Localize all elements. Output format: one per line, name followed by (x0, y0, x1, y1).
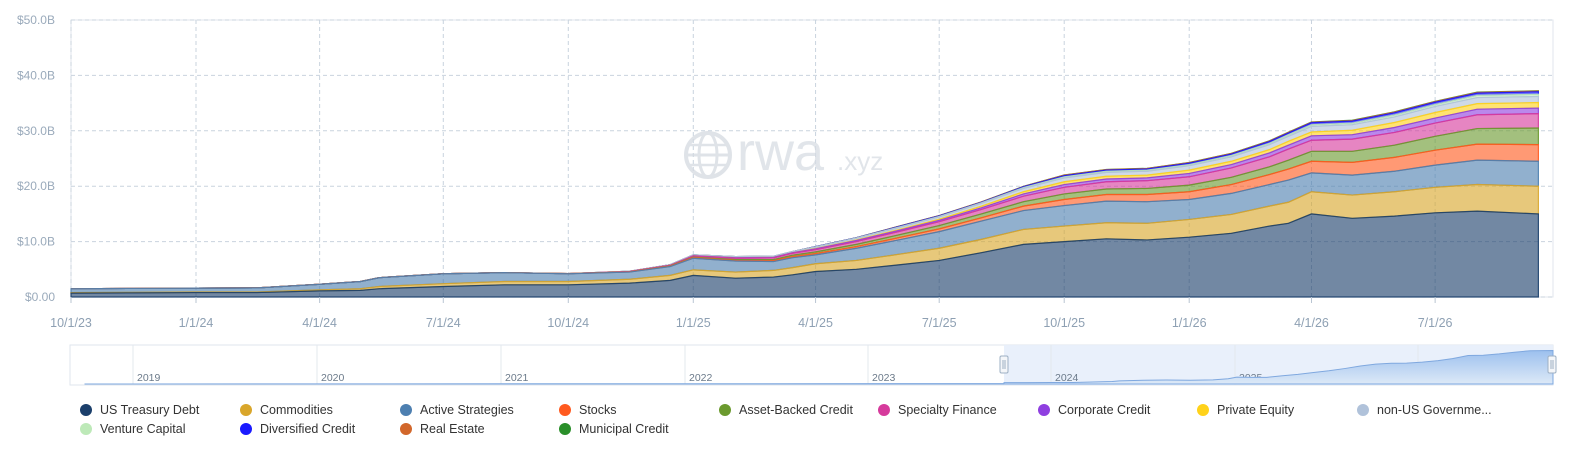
legend-item-private-equity[interactable]: Private Equity (1197, 403, 1294, 417)
series-area-us-treasury-debt[interactable] (70, 210, 1539, 298)
legend-marker (719, 404, 731, 416)
x-tick-label: 4/1/24 (302, 316, 337, 330)
legend-label: non-US Governme... (1377, 403, 1492, 417)
x-tick-label: 10/1/25 (1043, 316, 1085, 330)
legend-label: Specialty Finance (898, 403, 997, 417)
x-axis: 10/1/23 1/1/24 4/1/24 7/1/24 10/1/24 1/1/25 4/… (50, 297, 1453, 330)
navigator-year-label: 2024 (1055, 372, 1079, 384)
legend-label: Active Strategies (420, 403, 514, 417)
navigator-series (84, 349, 1554, 385)
x-tick-label: 1/1/25 (676, 316, 711, 330)
legend-marker (1357, 404, 1369, 416)
legend-marker (400, 404, 412, 416)
legend-marker (240, 423, 252, 435)
legend-item-non-us-government-debt[interactable]: non-US Governme... (1357, 403, 1492, 417)
stacked-areas (70, 90, 1539, 298)
y-tick-label: $40.0B (17, 68, 55, 82)
navigator-year-label: 2019 (137, 372, 161, 384)
legend-label: US Treasury Debt (100, 403, 200, 417)
legend-label: Municipal Credit (579, 422, 669, 436)
navigator-year-label: 2021 (505, 372, 529, 384)
range-navigator[interactable]: 20192020202120222023202420252026 (69, 344, 1557, 386)
legend-marker (80, 404, 92, 416)
navigator-year-label: 2023 (872, 372, 896, 384)
legend-marker (400, 423, 412, 435)
legend-marker (559, 404, 571, 416)
x-tick-label: 7/1/26 (1418, 316, 1453, 330)
y-axis: $0.00 $10.0B $20.0B $30.0B $40.0B $50.0B (17, 13, 55, 304)
legend-marker (1197, 404, 1209, 416)
legend-item-municipal-credit[interactable]: Municipal Credit (559, 422, 669, 436)
y-tick-label: $50.0B (17, 13, 55, 27)
legend-label: Stocks (579, 403, 617, 417)
legend-item-real-estate[interactable]: Real Estate (400, 422, 485, 436)
legend-label: Corporate Credit (1058, 403, 1151, 417)
navigator-right-handle[interactable] (1547, 355, 1557, 374)
navigator-year-label: 2022 (689, 372, 713, 384)
legend-label: Asset-Backed Credit (739, 403, 853, 417)
y-tick-label: $20.0B (17, 179, 55, 193)
x-tick-label: 1/1/24 (179, 316, 214, 330)
x-tick-label: 10/1/23 (50, 316, 92, 330)
legend-marker (80, 423, 92, 435)
x-tick-label: 10/1/24 (547, 316, 589, 330)
legend-label: Venture Capital (100, 422, 186, 436)
legend-label: Diversified Credit (260, 422, 356, 436)
chart: rwa .xyz $0.00 $10.0B $20.0B $30.0B $40.0B $5… (17, 13, 1557, 386)
legend-label: Private Equity (1217, 403, 1295, 417)
y-tick-label: $30.0B (17, 124, 55, 138)
globe-icon (684, 131, 732, 179)
legend-item-specialty-finance[interactable]: Specialty Finance (878, 403, 997, 417)
legend-item-venture-capital[interactable]: Venture Capital (80, 422, 185, 436)
x-tick-label: 7/1/25 (922, 316, 957, 330)
legend-marker (1038, 404, 1050, 416)
x-tick-label: 4/1/26 (1294, 316, 1329, 330)
navigator-year-label: 2020 (321, 372, 345, 384)
legend-item-diversified-credit[interactable]: Diversified Credit (240, 422, 355, 436)
y-tick-label: $10.0B (17, 235, 55, 249)
legend-item-stocks[interactable]: Stocks (559, 403, 617, 417)
x-tick-label: 4/1/25 (798, 316, 833, 330)
legend-marker (240, 404, 252, 416)
watermark-brand: rwa (737, 122, 825, 182)
legend-label: Commodities (260, 403, 333, 417)
legend-marker (559, 423, 571, 435)
x-tick-label: 7/1/24 (426, 316, 461, 330)
y-tick-label: $0.00 (25, 290, 55, 304)
legend-label: Real Estate (420, 422, 485, 436)
legend-item-us-treasury-debt[interactable]: US Treasury Debt (80, 403, 199, 417)
legend-item-corporate-credit[interactable]: Corporate Credit (1038, 403, 1150, 417)
x-tick-label: 1/1/26 (1172, 316, 1207, 330)
legend-item-active-strategies[interactable]: Active Strategies (400, 403, 514, 417)
rwa-watermark: rwa .xyz (684, 122, 883, 182)
navigator-left-handle[interactable] (999, 355, 1009, 374)
watermark-suffix: .xyz (837, 146, 883, 176)
legend-marker (878, 404, 890, 416)
legend-item-asset-backed-credit[interactable]: Asset-Backed Credit (719, 403, 853, 417)
legend-item-commodities[interactable]: Commodities (240, 403, 333, 417)
